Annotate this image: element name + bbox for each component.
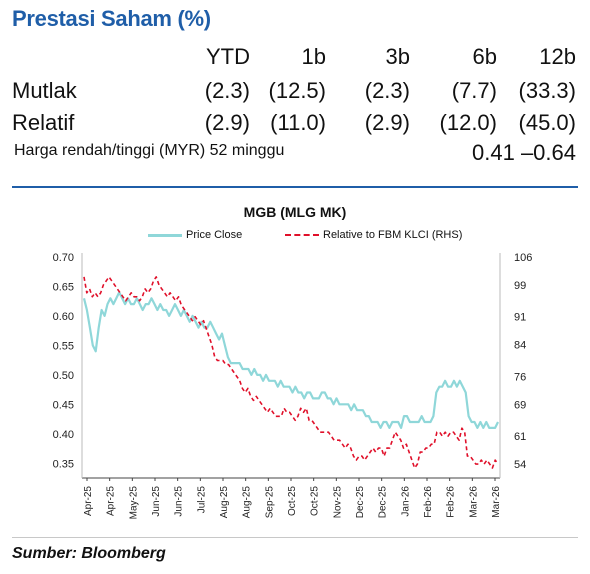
performance-value: (2.3) — [204, 78, 250, 103]
y-right-tick-label: 54 — [514, 459, 526, 471]
period-header: 3b — [385, 44, 410, 69]
x-tick-label: Mar-26 — [491, 486, 502, 518]
y-right-tick-label: 69 — [514, 399, 526, 411]
legend-item-relative: Relative to FBM KLCI (RHS) — [285, 229, 462, 241]
x-tick-label: Aug-25 — [219, 486, 230, 519]
y-left-tick-label: 0.60 — [53, 311, 74, 323]
x-tick-label: Jan-26 — [400, 486, 411, 517]
y-left-tick-label: 0.65 — [53, 281, 74, 293]
performance-row-absolute: Mutlak (2.3) (12.5) (2.3) (7.7) (33.3) — [0, 78, 590, 108]
series-line-price-close — [82, 291, 499, 429]
y-left-tick-label: 0.40 — [53, 429, 74, 441]
x-tick-label: Oct-25 — [310, 486, 321, 516]
y-right-tick-label: 84 — [514, 340, 526, 352]
period-header: 6b — [472, 44, 497, 69]
period-header: 12b — [539, 44, 576, 69]
legend-swatch-solid — [148, 233, 182, 237]
performance-value: (33.3) — [518, 78, 576, 103]
y-left-tick-label: 0.35 — [53, 458, 74, 470]
footer-divider — [12, 537, 578, 538]
y-right-tick-label: 91 — [514, 312, 526, 324]
legend-swatch-dashed — [285, 234, 319, 236]
performance-row-relative: Relatif (2.9) (11.0) (2.9) (12.0) (45.0) — [0, 110, 590, 140]
y-right-tick-label: 76 — [514, 371, 526, 383]
x-tick-label: Feb-26 — [423, 486, 434, 518]
x-tick-label: Aug-25 — [242, 486, 253, 519]
legend-item-price-close: Price Close — [148, 229, 242, 241]
price-range-label: Harga rendah/tinggi (MYR) 52 minggu — [14, 142, 285, 159]
x-tick-label: Mar-26 — [468, 486, 479, 518]
y-right-tick-label: 106 — [514, 252, 532, 264]
performance-value: (2.9) — [364, 110, 410, 135]
performance-value: (12.5) — [268, 78, 326, 103]
chart-title: MGB (MLG MK) — [243, 204, 347, 220]
x-tick-label: Jun-25 — [151, 486, 162, 517]
section-divider — [12, 186, 578, 188]
y-right-tick-label: 61 — [514, 431, 526, 443]
chart-header-title: Prestasi Saham (%) — [12, 6, 211, 31]
y-left-tick-label: 0.55 — [53, 340, 74, 352]
source-note: Sumber: Bloomberg — [12, 545, 166, 562]
x-tick-label: Sep-25 — [264, 486, 275, 519]
legend-label: Relative to FBM KLCI (RHS) — [323, 229, 463, 241]
performance-value: (2.3) — [364, 78, 410, 103]
y-right-tick-label: 99 — [514, 280, 526, 292]
price-range-value: 0.41 –0.64 — [472, 140, 576, 165]
x-tick-label: Nov-25 — [332, 486, 343, 519]
x-tick-label: May-25 — [128, 486, 139, 520]
performance-value: (2.9) — [204, 110, 250, 135]
performance-value: (11.0) — [270, 110, 326, 135]
period-header: 1b — [301, 44, 326, 69]
x-tick-label: Feb-26 — [446, 486, 457, 518]
y-left-tick-label: 0.70 — [53, 252, 74, 264]
x-tick-label: Dec-25 — [355, 486, 366, 519]
x-tick-label: Dec-25 — [378, 486, 389, 519]
x-tick-label: Apr-25 — [83, 486, 94, 516]
x-tick-label: Jul-25 — [196, 486, 207, 514]
performance-value: (12.0) — [439, 110, 497, 135]
x-tick-label: Jun-25 — [174, 486, 185, 517]
row-label: Mutlak — [12, 78, 77, 103]
period-header: YTD — [206, 44, 250, 69]
series-line-relative — [83, 276, 499, 469]
x-tick-label: Apr-25 — [106, 486, 117, 516]
legend-label: Price Close — [186, 229, 243, 241]
x-tick-label: Oct-25 — [287, 486, 298, 516]
row-label: Relatif — [12, 110, 75, 135]
performance-value: (7.7) — [451, 78, 497, 103]
performance-value: (45.0) — [518, 110, 576, 135]
y-left-tick-label: 0.50 — [53, 370, 74, 382]
performance-header-row: YTD 1b 3b 6b 12b — [0, 44, 590, 74]
chart-legend: Price Close Relative to FBM KLCI (RHS) — [0, 229, 590, 245]
y-left-tick-label: 0.45 — [53, 399, 74, 411]
